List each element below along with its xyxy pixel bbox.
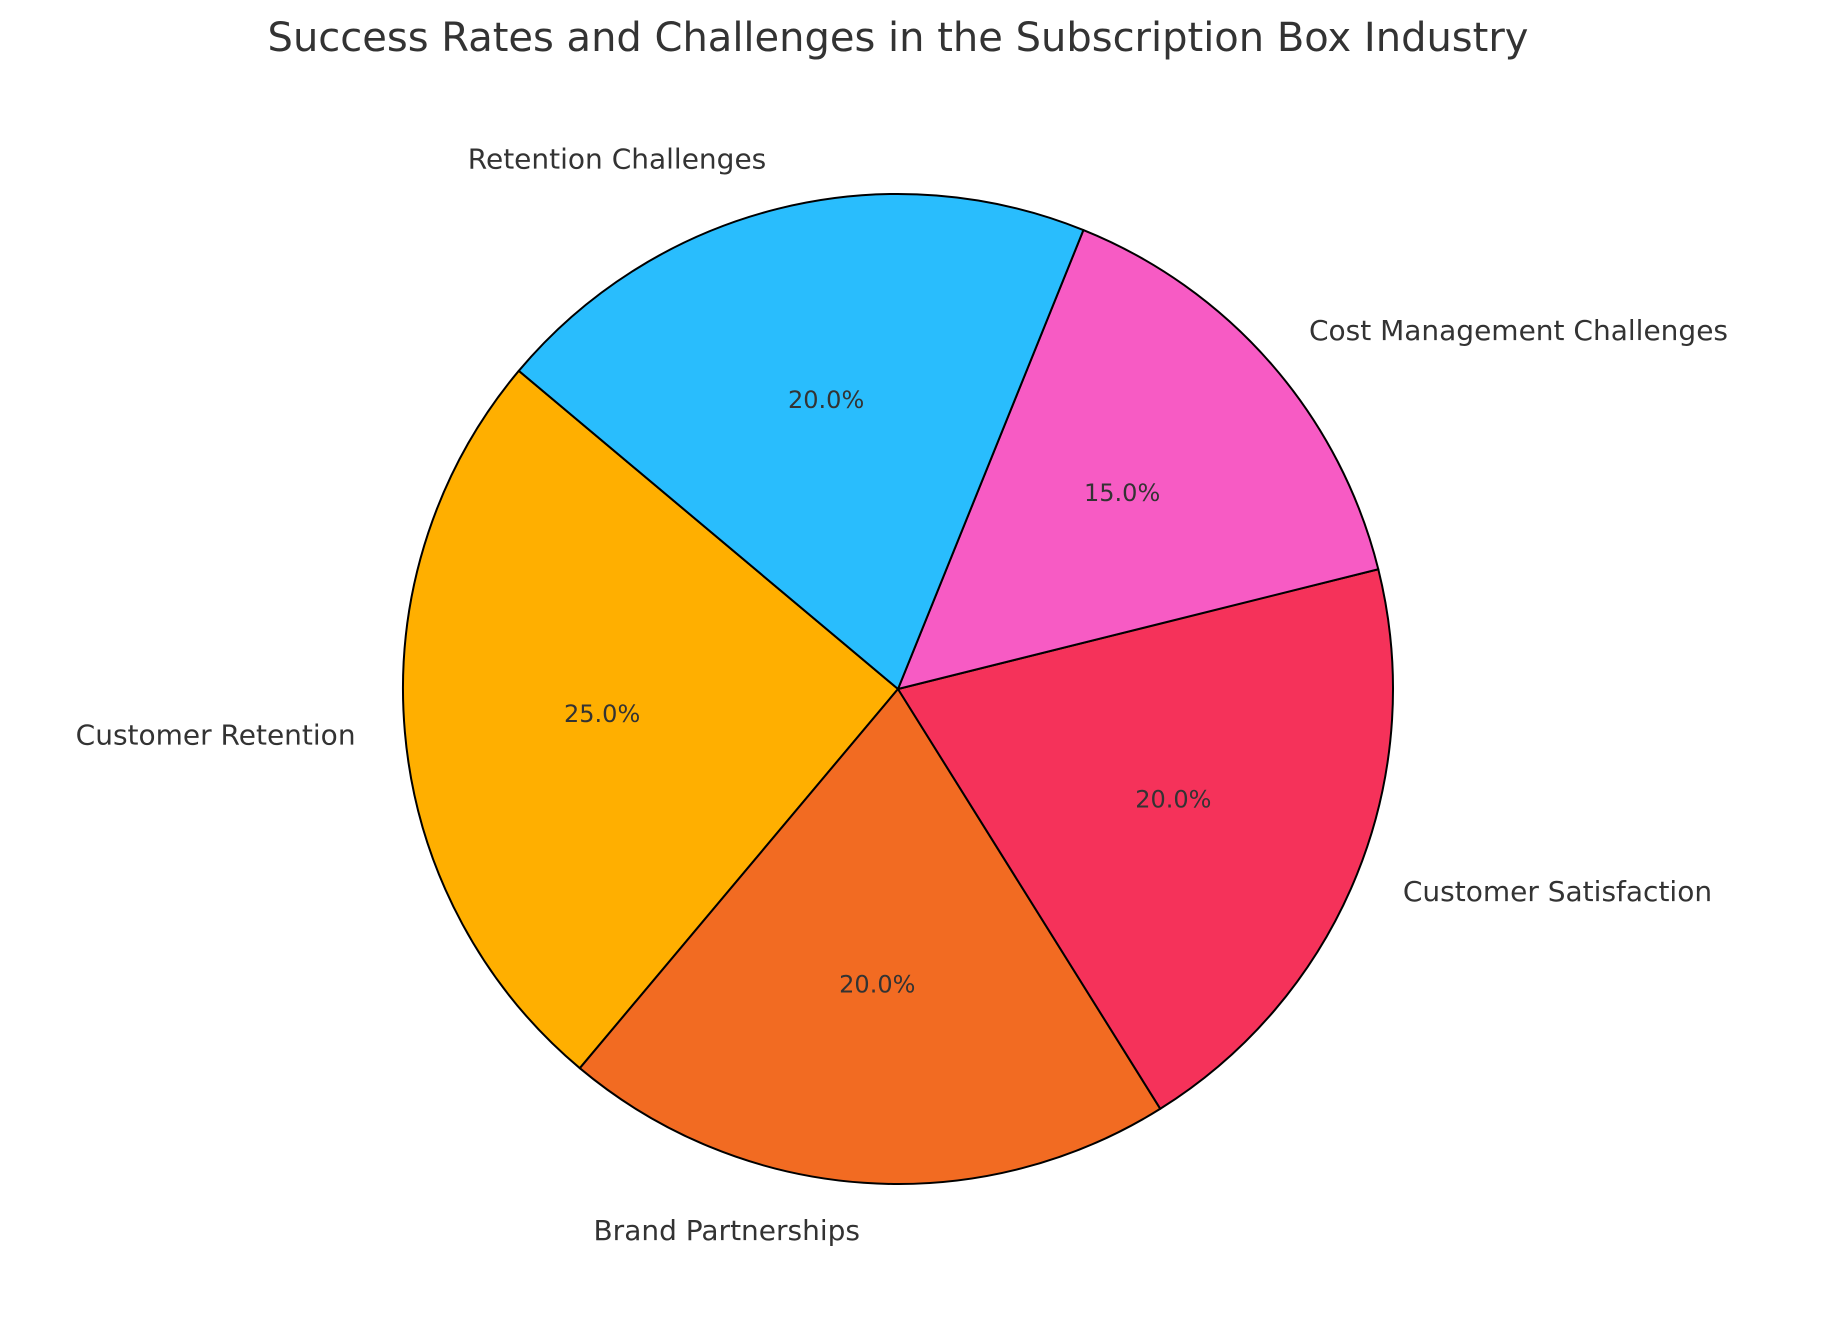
slice-label: Retention Challenges [468, 143, 766, 176]
value-label: 25.0% [564, 700, 640, 728]
chart-title: Success Rates and Challenges in the Subs… [268, 15, 1529, 61]
slice-label: Customer Retention [76, 718, 356, 751]
pie-slice [578, 688, 1162, 1185]
value-label: 20.0% [788, 386, 864, 414]
pie-slice [517, 193, 1085, 690]
slice-label: Customer Satisfaction [1403, 875, 1712, 908]
value-label: 20.0% [839, 970, 915, 998]
slice-label: Brand Partnerships [593, 1214, 860, 1247]
value-label: 15.0% [1084, 479, 1160, 507]
pie-slice [402, 369, 899, 1070]
pie-slice [897, 229, 1380, 690]
value-label: 20.0% [1135, 785, 1211, 813]
pie-slice [897, 568, 1394, 1110]
slice-label: Cost Management Challenges [1309, 314, 1728, 347]
